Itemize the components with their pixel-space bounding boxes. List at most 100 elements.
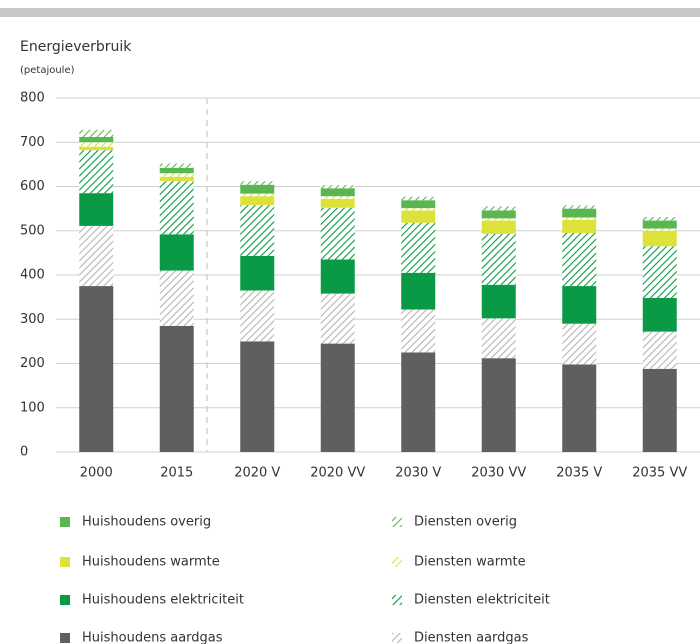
y-tick-label: 600 — [20, 179, 45, 194]
bar-segment — [642, 220, 677, 229]
bar-segment — [320, 259, 355, 294]
bar-segment — [159, 167, 194, 174]
bar-segment — [159, 176, 194, 182]
bar-segment — [401, 210, 436, 223]
bar-segment — [562, 232, 597, 287]
bar-segment — [240, 181, 275, 185]
bar-segment — [481, 233, 516, 285]
bar-segment — [642, 217, 677, 221]
bar-segment — [562, 205, 597, 209]
chart-title: Energieverbruik — [20, 39, 132, 55]
legend-swatch — [60, 633, 70, 643]
bar-segment — [401, 222, 436, 273]
bar-segment — [320, 188, 355, 197]
bar-segment — [562, 219, 597, 233]
bar-segment — [401, 272, 436, 310]
bar-segment — [481, 218, 516, 221]
legend-label: Huishoudens warmte — [82, 555, 220, 570]
top-band — [0, 8, 700, 17]
bar-segment — [562, 364, 597, 452]
bar-segment — [240, 205, 275, 256]
x-tick-label: 2015 — [160, 466, 193, 481]
bar-segment — [320, 185, 355, 189]
bar-segment — [320, 207, 355, 260]
bar-segment — [642, 368, 677, 452]
legend-label: Huishoudens elektriciteit — [82, 593, 244, 608]
legend-label: Diensten overig — [414, 515, 517, 530]
y-tick-label: 300 — [20, 312, 45, 327]
legend-swatch — [392, 595, 402, 605]
x-tick-label: 2030 V — [395, 466, 441, 481]
bar-segment — [642, 230, 677, 247]
bar-segment — [481, 220, 516, 234]
y-tick-label: 200 — [20, 356, 45, 371]
bar-segment — [79, 136, 114, 143]
bar-segment — [159, 270, 194, 326]
x-tick-label: 2035 V — [556, 466, 602, 481]
bar-segment — [642, 298, 677, 332]
bar-segment — [240, 196, 275, 206]
bar-segment — [240, 341, 275, 452]
bar-segment — [320, 198, 355, 208]
bar-segment — [79, 286, 114, 452]
y-tick-label: 100 — [20, 400, 45, 415]
bar-segment — [481, 284, 516, 319]
bar-segment — [562, 217, 597, 220]
bar-segment — [642, 228, 677, 231]
x-tick-label: 2000 — [80, 466, 113, 481]
legend-label: Huishoudens overig — [82, 515, 211, 530]
legend-label: Huishoudens aardgas — [82, 631, 223, 644]
bar-segment — [79, 146, 114, 151]
legend-swatch — [60, 517, 70, 527]
bar-segment — [79, 142, 114, 147]
bar-segment — [159, 163, 194, 168]
bar-segment — [240, 193, 275, 197]
bar-segment — [240, 184, 275, 194]
chart-subtitle: (petajoule) — [20, 65, 75, 76]
x-tick-label: 2020 V — [234, 466, 280, 481]
x-tick-label: 2035 VV — [632, 466, 687, 481]
legend-swatch — [392, 517, 402, 527]
bar-segment — [562, 323, 597, 365]
legend-label: Diensten elektriciteit — [414, 593, 550, 608]
legend-label: Diensten aardgas — [414, 631, 529, 644]
bar-segment — [159, 325, 194, 452]
bar-segment — [642, 246, 677, 299]
bar-segment — [481, 210, 516, 219]
bar-segment — [79, 150, 114, 194]
bar-segment — [562, 286, 597, 324]
bar-segment — [79, 193, 114, 226]
legend-swatch — [392, 557, 402, 567]
y-tick-label: 400 — [20, 268, 45, 283]
x-tick-label: 2020 VV — [310, 466, 365, 481]
bar-segment — [481, 318, 516, 359]
bar-segment — [401, 196, 436, 201]
bar-segment — [159, 173, 194, 177]
x-tick-label: 2030 VV — [471, 466, 526, 481]
bar-segment — [401, 309, 436, 353]
bar-segment — [401, 208, 436, 211]
bar-segment — [79, 129, 114, 137]
bar-segment — [79, 225, 114, 287]
bar-segment — [159, 234, 194, 271]
bar-segment — [320, 196, 355, 199]
bar-segment — [320, 293, 355, 344]
bar-segment — [481, 358, 516, 452]
y-tick-label: 700 — [20, 135, 45, 150]
legend-swatch — [392, 633, 402, 643]
legend-swatch — [60, 595, 70, 605]
bar-segment — [401, 200, 436, 209]
legend-label: Diensten warmte — [414, 555, 526, 570]
bar-segment — [320, 343, 355, 452]
bar-segment — [481, 206, 516, 211]
bar-segment — [240, 255, 275, 291]
bar-segment — [401, 352, 436, 452]
y-tick-label: 800 — [20, 91, 45, 106]
legend-swatch — [60, 557, 70, 567]
y-tick-label: 0 — [20, 445, 28, 460]
bar-segment — [240, 290, 275, 342]
bar-segment — [642, 331, 677, 369]
y-tick-label: 500 — [20, 223, 45, 238]
bar-segment — [159, 181, 194, 235]
